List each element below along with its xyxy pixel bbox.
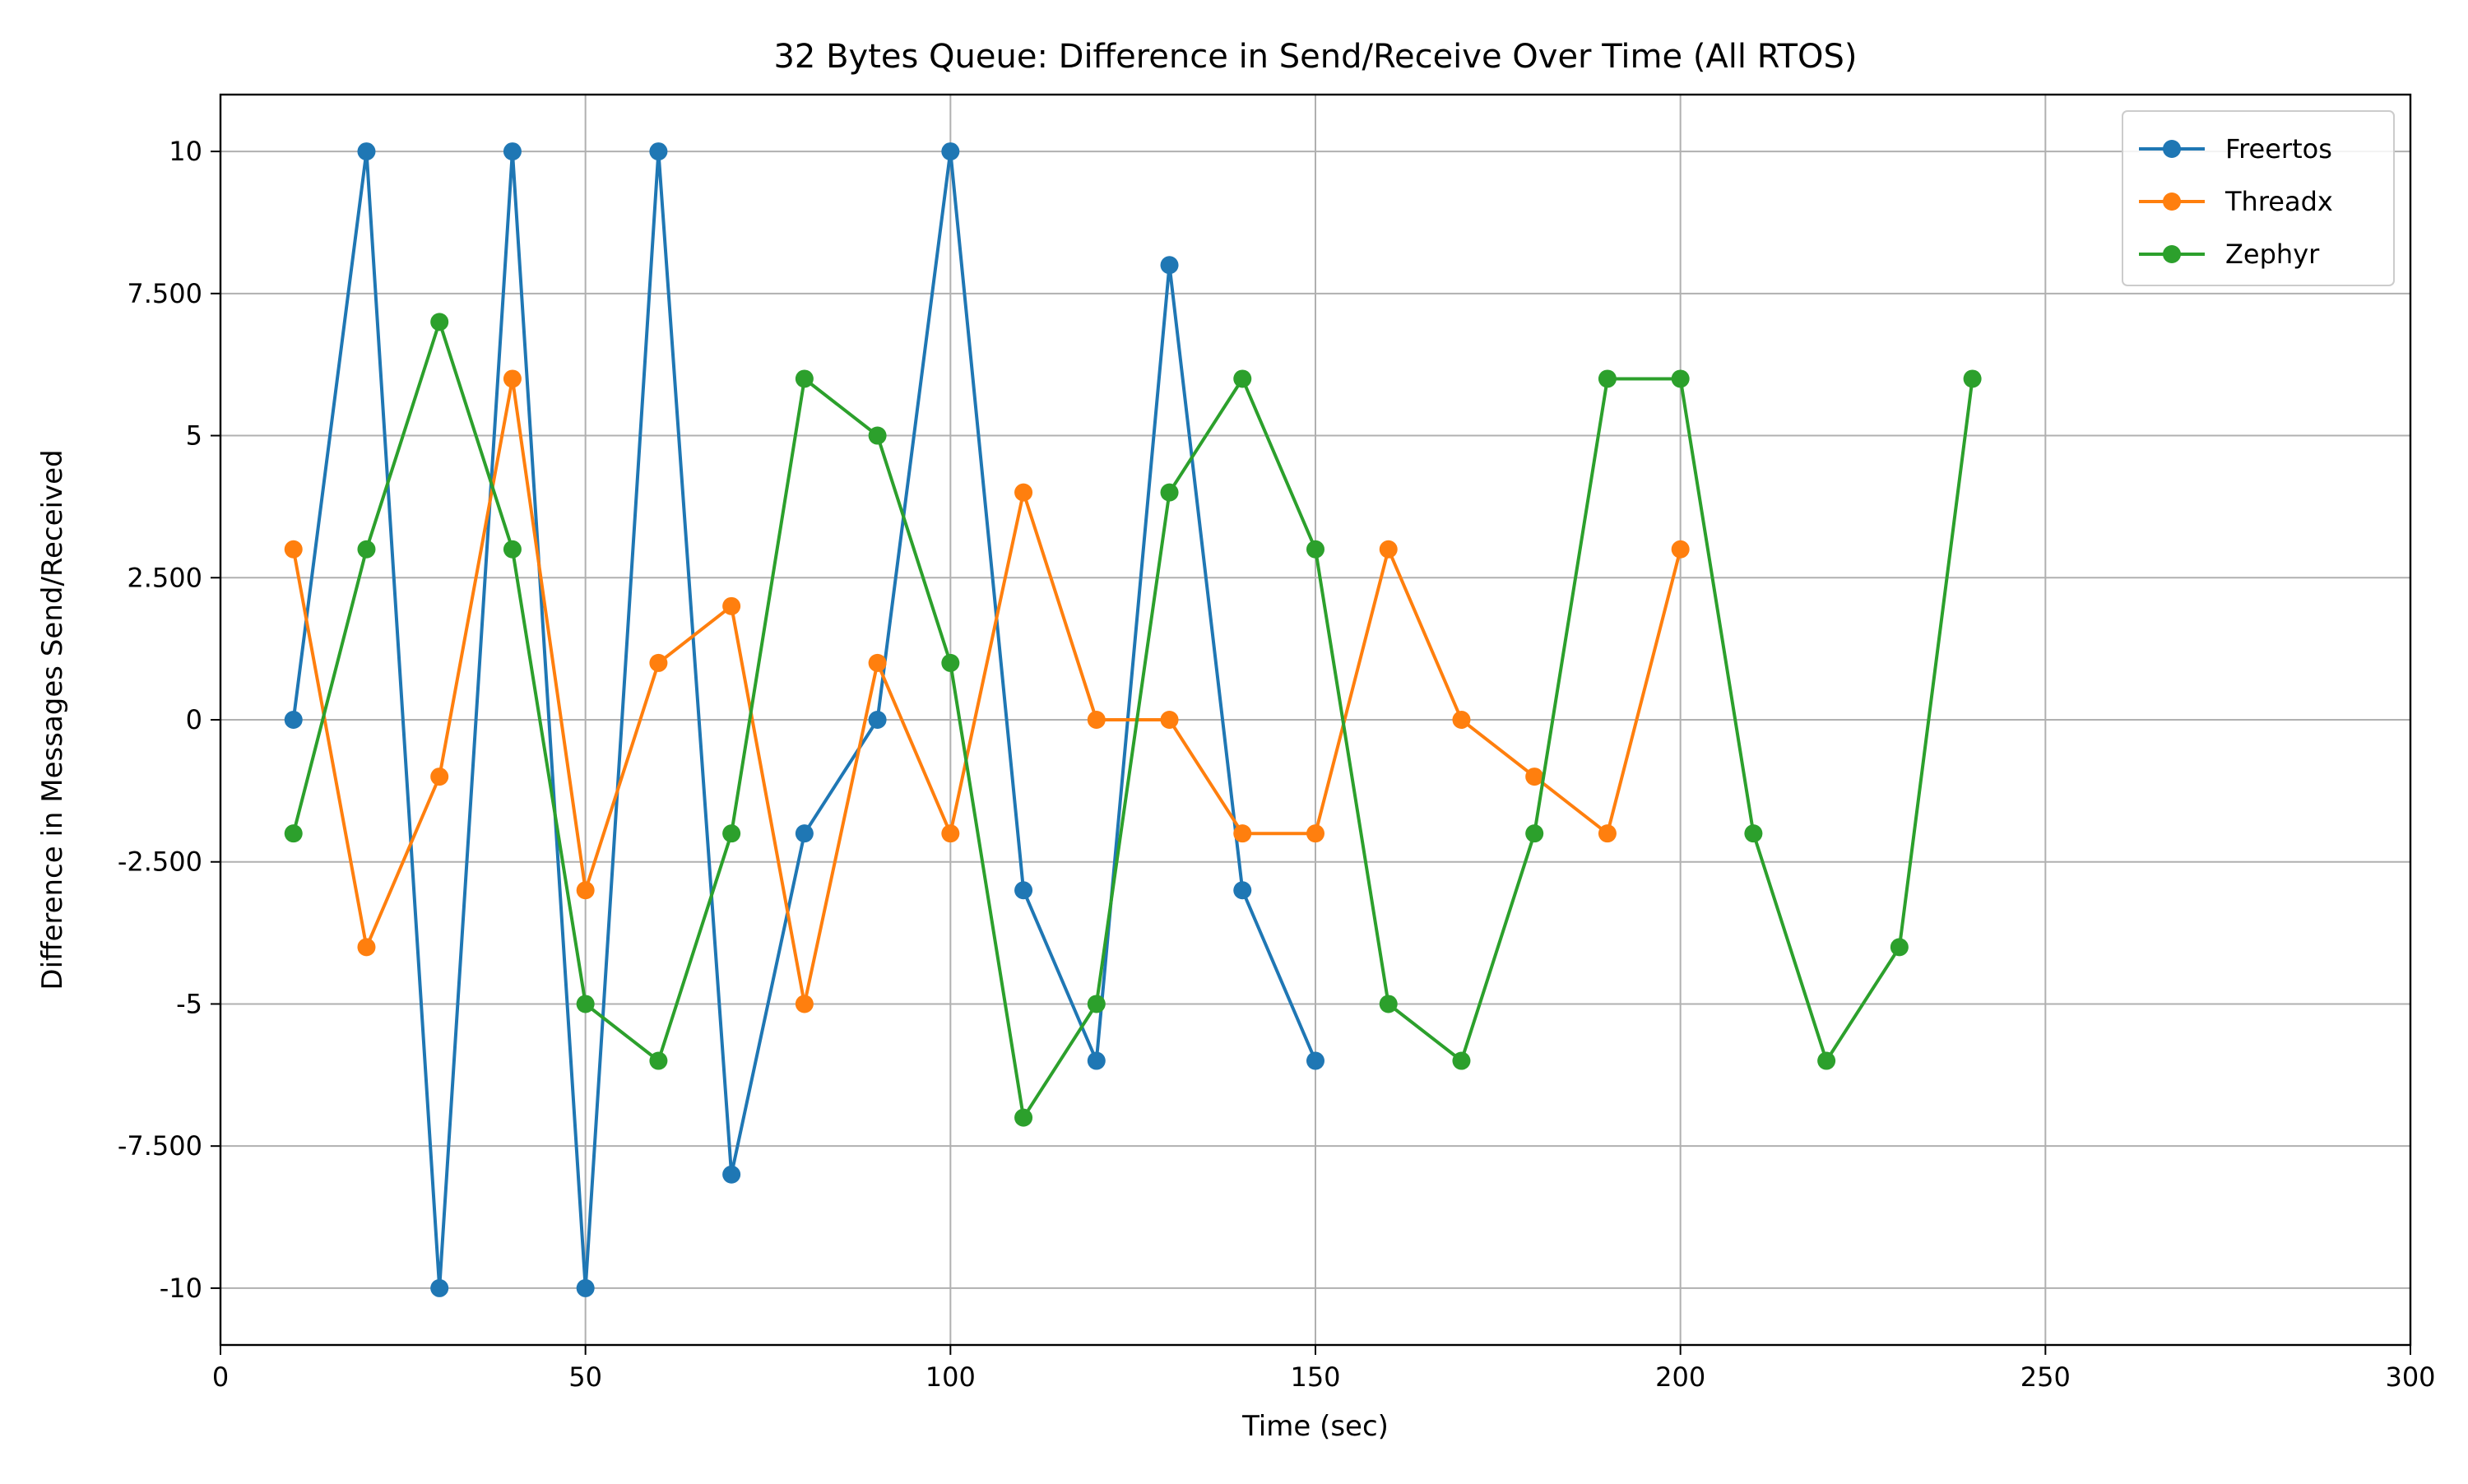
data-point (722, 596, 741, 615)
data-point (576, 995, 595, 1013)
legend-label: Freertos (2225, 133, 2332, 165)
x-tick-label: 100 (926, 1361, 976, 1393)
series-group (284, 142, 1982, 1297)
y-tick-label: -7.500 (118, 1130, 202, 1162)
data-point (1452, 711, 1471, 729)
data-point (868, 426, 887, 445)
data-point (576, 1278, 595, 1297)
y-tick-label: 2.500 (127, 562, 202, 593)
data-point (1233, 369, 1252, 388)
data-point (1963, 369, 1982, 388)
x-tick-label: 300 (2385, 1361, 2435, 1393)
x-tick-label: 200 (1655, 1361, 1705, 1393)
data-point (1087, 995, 1106, 1013)
data-point (1671, 540, 1690, 559)
chart-title: 32 Bytes Queue: Difference in Send/Recei… (773, 38, 1857, 76)
data-point (576, 881, 595, 900)
y-tick-label: 10 (169, 136, 202, 167)
data-point (941, 824, 960, 843)
legend-box (2122, 110, 2395, 286)
legend-marker (2163, 245, 2181, 263)
legend-item: Zephyr (2139, 239, 2320, 270)
data-point (868, 711, 887, 729)
data-point (1525, 824, 1544, 843)
series-zephyr (284, 313, 1982, 1127)
data-point (1233, 824, 1252, 843)
data-point (1379, 540, 1398, 559)
data-point (1087, 711, 1106, 729)
data-point (357, 540, 376, 559)
data-point (1598, 824, 1617, 843)
data-point (357, 142, 376, 161)
data-point (941, 653, 960, 672)
x-tick-label: 250 (2020, 1361, 2071, 1393)
legend-item: Threadx (2139, 186, 2333, 217)
data-point (722, 1165, 741, 1184)
legend-label: Threadx (2224, 186, 2333, 217)
x-tick-label: 150 (1290, 1361, 1340, 1393)
data-point (941, 142, 960, 161)
data-point (868, 653, 887, 672)
legend-marker (2163, 192, 2181, 211)
data-point (1671, 369, 1690, 388)
data-point (1160, 256, 1179, 275)
data-point (1598, 369, 1617, 388)
y-tick-label: -2.500 (118, 846, 202, 878)
data-point (357, 938, 376, 957)
data-point (795, 995, 814, 1013)
data-point (284, 711, 303, 729)
legend-label: Zephyr (2225, 239, 2320, 270)
y-tick-label: -10 (160, 1273, 202, 1304)
data-point (503, 142, 522, 161)
data-point (1744, 824, 1763, 843)
data-point (722, 824, 741, 843)
data-point (1014, 1108, 1033, 1127)
y-axis-label: Difference in Messages Send/Received (36, 449, 69, 990)
data-point (284, 540, 303, 559)
data-point (649, 653, 668, 672)
data-point (1890, 938, 1909, 957)
data-point (1087, 1051, 1106, 1070)
legend-marker (2163, 140, 2181, 158)
data-point (1306, 824, 1324, 843)
data-point (430, 1278, 449, 1297)
series-threadx (284, 369, 1690, 1013)
series-freertos (284, 142, 1324, 1297)
x-axis-label: Time (sec) (1241, 1410, 1389, 1443)
legend: Freertos Threadx Zephyr (2122, 110, 2395, 286)
data-point (1160, 711, 1179, 729)
data-point (1379, 995, 1398, 1013)
legend-item: Freertos (2139, 133, 2332, 165)
data-point (1452, 1051, 1471, 1070)
data-point (430, 768, 449, 786)
data-point (1014, 483, 1033, 502)
data-point (1233, 881, 1252, 900)
y-tick-label: 0 (186, 704, 202, 735)
data-point (1817, 1051, 1836, 1070)
data-point (284, 824, 303, 843)
data-point (1306, 1051, 1324, 1070)
data-point (1160, 483, 1179, 502)
data-point (503, 540, 522, 559)
x-tick-label: 50 (568, 1361, 602, 1393)
series-line (291, 377, 1682, 1006)
y-tick-label: 7.500 (127, 278, 202, 309)
data-point (430, 313, 449, 332)
x-tick-label: 0 (212, 1361, 229, 1393)
data-point (1306, 540, 1324, 559)
axis-ticks: 0 50 100 150 200 250 300 -10 -7.500 -5 -2.500 0 2.50… (118, 136, 2436, 1393)
data-point (1525, 768, 1544, 786)
series-line (291, 320, 1974, 1120)
data-point (1014, 881, 1033, 900)
data-point (649, 1051, 668, 1070)
data-point (503, 369, 522, 388)
data-point (649, 142, 668, 161)
y-tick-label: -5 (176, 988, 202, 1019)
data-point (795, 824, 814, 843)
y-tick-label: 5 (186, 420, 202, 452)
data-point (795, 369, 814, 388)
